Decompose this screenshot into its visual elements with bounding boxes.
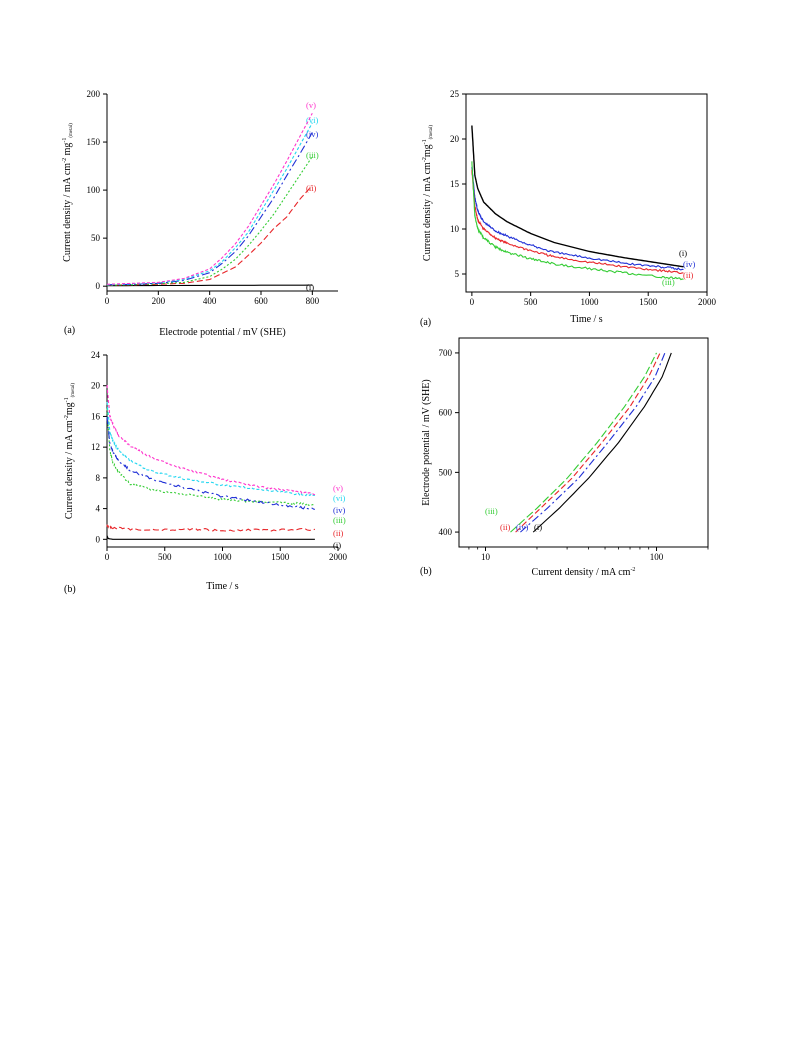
x-tick-label: 200	[152, 296, 166, 306]
series-label-iii: (iii)	[306, 150, 319, 160]
series-line-ii	[515, 352, 661, 533]
series-line-i	[471, 125, 684, 268]
y-tick-label: 16	[91, 411, 101, 421]
x-tick-label: 1000	[214, 552, 233, 562]
x-tick-label: 2000	[698, 297, 717, 307]
series-line-iii	[107, 156, 313, 286]
y-tick-label: 20	[91, 381, 101, 391]
y-tick-label: 100	[87, 185, 101, 195]
y-tick-label: 500	[439, 467, 453, 477]
series-label-iv: (iv)	[516, 522, 528, 532]
series-line-iv	[520, 352, 666, 533]
x-tick-label: 100	[650, 552, 664, 562]
y-tick-label: 12	[91, 442, 100, 452]
y-tick-label: 4	[96, 504, 101, 514]
y-axis-label: Current density / mA cm-2mg-1(metal)	[422, 125, 434, 261]
series-line-v	[106, 385, 316, 496]
series-label-i: (i)	[534, 522, 542, 532]
series-label-ii: (ii)	[333, 528, 344, 538]
chart-panel-bl: 0 500 1000 1500 2000 0 4 8 12 16 20 24 Time / s Curre…	[64, 350, 348, 595]
y-tick-label: 600	[439, 408, 453, 418]
plot-frame	[458, 337, 709, 548]
x-axis-label: Current density / mA cm-2	[532, 567, 636, 578]
series-line-iv	[471, 166, 684, 271]
panel-label: (a)	[420, 317, 431, 328]
series-label-v: (v)	[333, 483, 343, 493]
y-tick-label: 0	[96, 534, 101, 544]
series-line-i	[532, 352, 672, 533]
x-axis-label: Time / s	[206, 581, 239, 592]
series-label-iii: (iii)	[333, 515, 346, 525]
y-tick-label: 15	[450, 179, 460, 189]
panel-label: (a)	[64, 325, 75, 336]
y-tick-label: 200	[87, 89, 101, 99]
y-axis-label: Electrode potential / mV (SHE)	[421, 379, 432, 505]
series-line-v	[106, 112, 313, 285]
x-tick-label: 0	[105, 296, 110, 306]
series-label-iv: (iv)	[306, 129, 318, 139]
series-label-ii: (ii)	[306, 183, 317, 193]
series-label-ii: (ii)	[683, 270, 694, 280]
chart-panel-br: 10 100 400 500 600 700 Current density / mA cm…	[420, 337, 709, 578]
x-tick-label: 2000	[329, 552, 348, 562]
chart-panel-tr: 0 500 1000 1500 2000 5 10 15 20 25 Time / s Current…	[420, 89, 717, 328]
y-tick-label: 24	[91, 350, 101, 360]
x-tick-label: 500	[158, 552, 172, 562]
series-label-vi: (vi)	[333, 493, 345, 503]
series-label-i: (i)	[306, 282, 314, 292]
series-label-iii: (iii)	[485, 506, 498, 516]
series-line-i	[107, 284, 313, 287]
chart-panel-tl: 0 200 400 600 800 0 50 100 150 200 Electrode poten…	[62, 89, 338, 338]
x-tick-label: 0	[470, 297, 475, 307]
x-tick-label: 0	[105, 552, 110, 562]
series-label-v: (v)	[306, 100, 316, 110]
x-tick-label: 1500	[271, 552, 290, 562]
y-tick-label: 150	[87, 137, 101, 147]
y-tick-label: 700	[439, 348, 453, 358]
y-tick-label: 400	[439, 527, 453, 537]
series-line-iv	[106, 132, 313, 286]
y-tick-label: 8	[96, 473, 101, 483]
panel-label: (b)	[64, 584, 76, 595]
x-tick-label: 400	[203, 296, 217, 306]
series-label-ii: (ii)	[500, 522, 511, 532]
x-tick-label: 1500	[639, 297, 658, 307]
series-label-vi: (vi)	[306, 115, 318, 125]
y-tick-label: 25	[450, 89, 460, 99]
x-tick-label: 10	[481, 552, 491, 562]
series-label-iii: (iii)	[662, 277, 675, 287]
series-label-i: (i)	[679, 248, 687, 258]
y-tick-label: 20	[450, 134, 460, 144]
series-label-i: (i)	[333, 540, 341, 550]
series-line-vi	[106, 122, 313, 286]
series-line-ii	[107, 184, 313, 286]
y-tick-label: 10	[450, 224, 460, 234]
series-line-ii	[471, 169, 684, 274]
y-tick-label: 5	[455, 269, 460, 279]
series-line-iv	[106, 416, 316, 510]
series-line-i	[106, 535, 315, 540]
y-axis-label: Current density / mA cm-2mg-1(metal)	[64, 383, 76, 519]
x-tick-label: 600	[254, 296, 268, 306]
y-axis-label: Current density / mA cm-2 mg-1(metal)	[62, 123, 74, 262]
series-label-iv: (iv)	[683, 259, 695, 269]
x-axis-label: Electrode potential / mV (SHE)	[159, 327, 285, 338]
y-tick-label: 50	[91, 233, 101, 243]
x-tick-label: 500	[524, 297, 538, 307]
plot-frame	[465, 93, 708, 293]
panel-label: (b)	[420, 566, 432, 577]
x-tick-label: 800	[306, 296, 320, 306]
x-tick-label: 1000	[580, 297, 599, 307]
x-axis-label: Time / s	[570, 314, 603, 325]
series-line-vi	[106, 401, 316, 497]
series-label-iv: (iv)	[333, 505, 345, 515]
series-line-ii	[106, 524, 316, 532]
series-line-iii	[510, 352, 657, 533]
y-tick-label: 0	[96, 281, 101, 291]
series-line-iii	[471, 161, 684, 281]
